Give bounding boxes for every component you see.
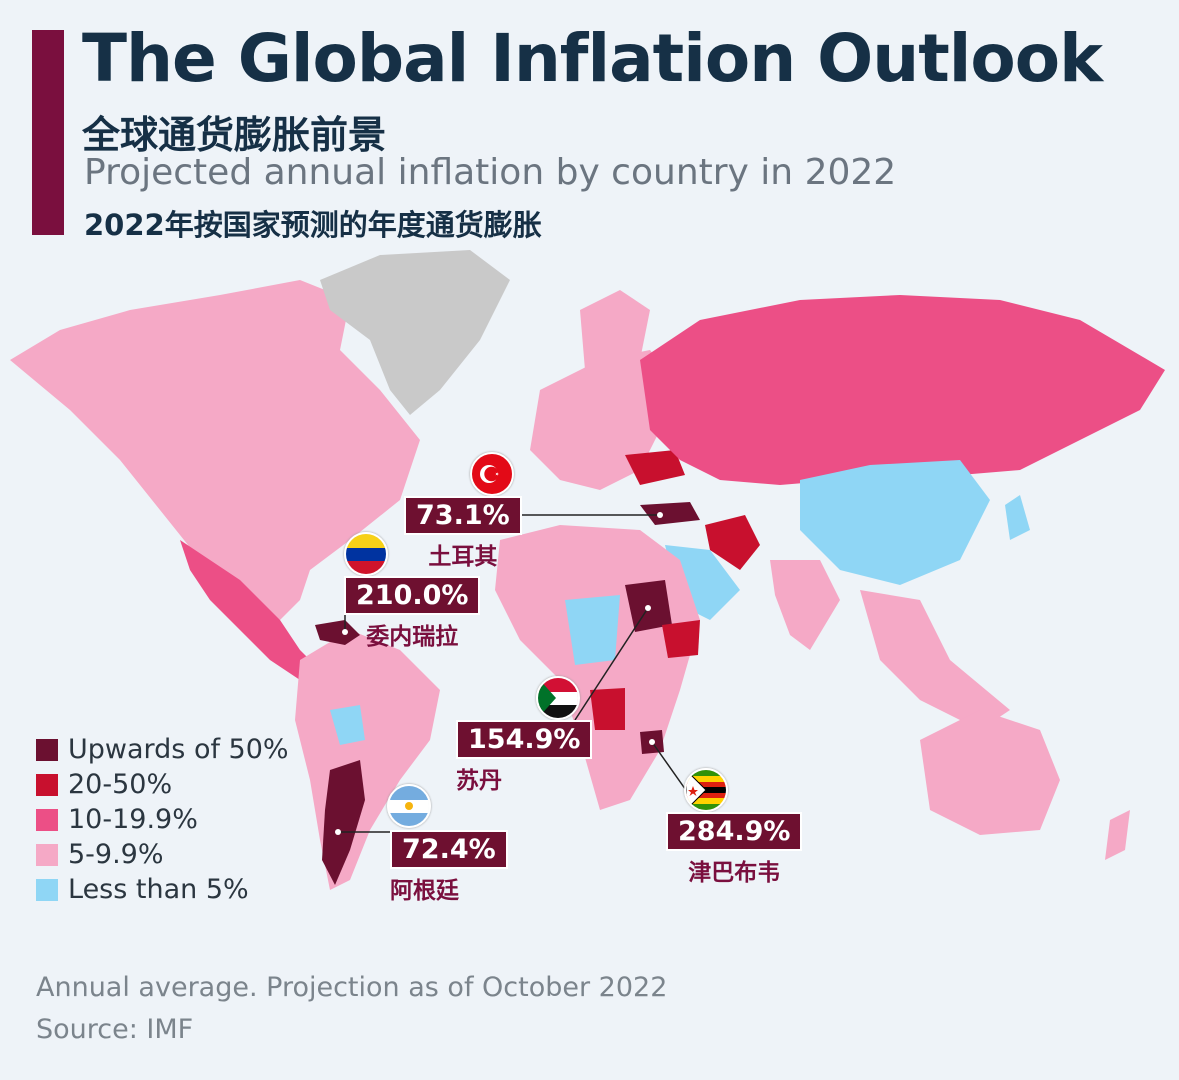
argentina-marker: [335, 829, 341, 835]
turkey-callout: 73.1% 土耳其: [404, 496, 522, 571]
sudan-callout: 154.9% 苏丹: [456, 720, 593, 795]
zimbabwe-name: 津巴布韦: [688, 860, 781, 886]
region-iran: [705, 515, 760, 570]
region-southeast-asia: [860, 590, 1010, 730]
venezuela-flag-icon: [344, 532, 388, 576]
sudan-name: 苏丹: [456, 768, 502, 794]
region-north-america: [10, 280, 420, 620]
region-new-zealand: [1105, 810, 1130, 860]
region-india: [770, 560, 840, 650]
region-greenland: [320, 250, 510, 415]
venezuela-marker: [342, 629, 348, 635]
source-note: Source: IMF: [36, 1014, 194, 1045]
region-ukraine: [625, 450, 685, 485]
argentina-callout: 72.4% 阿根廷: [390, 830, 508, 905]
legend: Upwards of 50% 20-50% 10-19.9% 5-9.9% Le…: [36, 732, 289, 907]
legend-swatch-20-50: [36, 773, 58, 796]
turkey-name: 土耳其: [428, 544, 498, 570]
venezuela-callout: 210.0% 委内瑞拉: [344, 576, 481, 651]
zimbabwe-callout: 284.9% 津巴布韦: [666, 812, 803, 887]
accent-bar: [32, 30, 64, 235]
venezuela-value: 210.0%: [344, 576, 481, 615]
region-argentina: [322, 760, 365, 885]
legend-item-upwards-50: Upwards of 50%: [36, 732, 289, 767]
legend-swatch-less-than-5: [36, 878, 58, 901]
footnote: Annual average. Projection as of October…: [36, 972, 668, 1003]
region-bolivia: [330, 705, 365, 745]
legend-item-less-than-5: Less than 5%: [36, 872, 289, 907]
zimbabwe-flag-icon: [684, 768, 728, 812]
argentina-value: 72.4%: [390, 830, 508, 869]
sudan-leader-line: [574, 607, 649, 721]
venezuela-name: 委内瑞拉: [366, 624, 459, 650]
legend-item-5-9-9: 5-9.9%: [36, 837, 289, 872]
turkey-marker: [657, 512, 663, 518]
region-central-africa: [565, 595, 620, 665]
turkey-value: 73.1%: [404, 496, 522, 535]
region-australia: [920, 710, 1060, 835]
page-subtitle: Projected annual inflation by country in…: [84, 152, 897, 193]
region-china: [800, 460, 990, 585]
region-turkey: [640, 502, 700, 525]
region-russia: [640, 295, 1165, 485]
legend-label-upwards-50: Upwards of 50%: [68, 734, 289, 765]
legend-item-20-50: 20-50%: [36, 767, 289, 802]
region-venezuela: [315, 620, 360, 645]
sudan-marker: [645, 605, 651, 611]
zimbabwe-value: 284.9%: [666, 812, 803, 851]
legend-label-5-9-9: 5-9.9%: [68, 839, 164, 870]
legend-label-20-50: 20-50%: [68, 769, 173, 800]
legend-swatch-10-19-9: [36, 808, 58, 831]
page-subtitle-chinese: 2022年按国家预测的年度通货膨胀: [84, 208, 542, 242]
zimbabwe-marker: [649, 739, 655, 745]
legend-swatch-upwards-50: [36, 738, 58, 761]
region-japan: [1005, 495, 1030, 540]
region-mexico-central-america: [180, 540, 320, 680]
legend-item-10-19-9: 10-19.9%: [36, 802, 289, 837]
world-map: [10, 250, 1165, 890]
turkey-flag-icon: [470, 452, 514, 496]
legend-swatch-5-9-9: [36, 843, 58, 866]
sudan-flag-icon: [536, 676, 580, 720]
page-title-chinese: 全球通货膨胀前景: [82, 113, 387, 157]
argentina-name: 阿根廷: [390, 878, 459, 904]
region-ethiopia: [662, 620, 700, 658]
legend-label-less-than-5: Less than 5%: [68, 874, 249, 905]
sudan-value: 154.9%: [456, 720, 593, 759]
legend-label-10-19-9: 10-19.9%: [68, 804, 198, 835]
region-scandinavia: [580, 290, 650, 390]
page-title: The Global Inflation Outlook: [82, 20, 1103, 97]
region-angola: [590, 688, 625, 730]
argentina-flag-icon: [387, 784, 431, 828]
